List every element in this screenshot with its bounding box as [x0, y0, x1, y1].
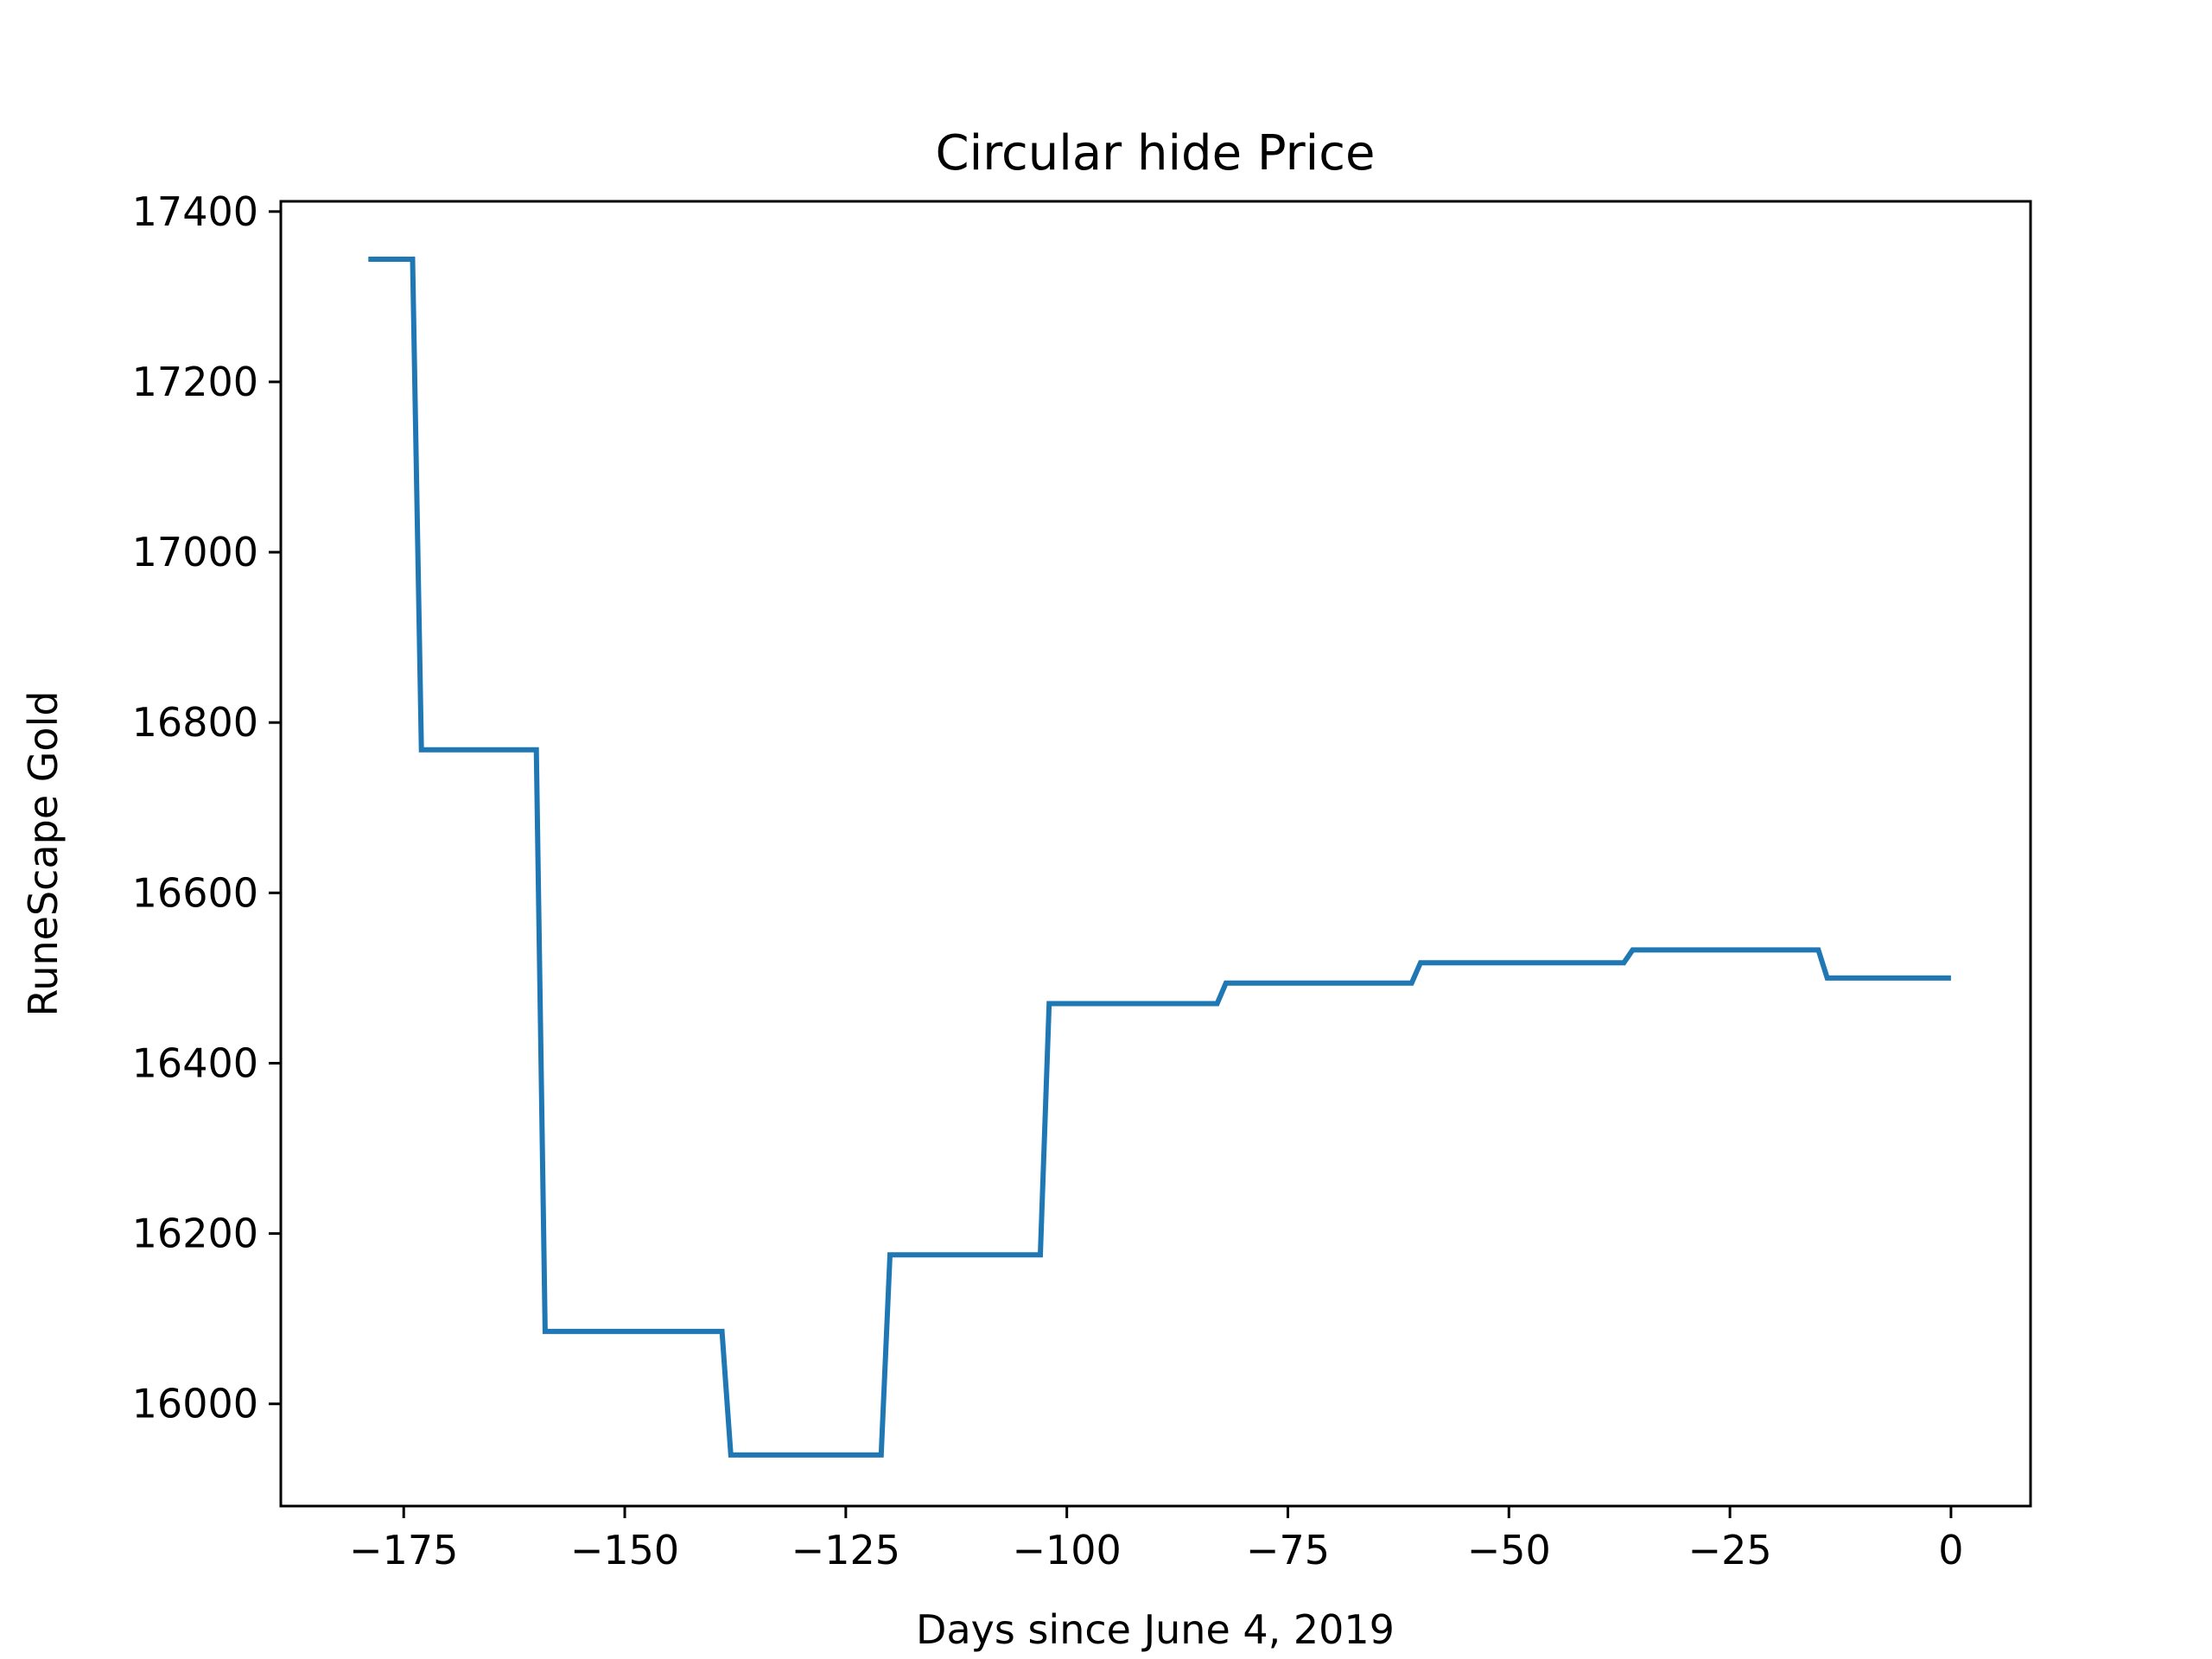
y-tick-label: 16200 [132, 1211, 258, 1257]
chart-title: Circular hide Price [936, 125, 1376, 181]
y-axis-label: RuneScape Gold [20, 690, 67, 1016]
y-tick-label: 17000 [132, 529, 258, 575]
y-tick-label: 16000 [132, 1381, 258, 1427]
x-axis-label: Days since June 4, 2019 [916, 1606, 1395, 1653]
x-tick-label: −75 [1246, 1527, 1330, 1573]
y-tick-label: 16800 [132, 699, 258, 746]
plot-lines [368, 257, 1951, 1458]
series-line-0 [368, 257, 1951, 1458]
x-tick-label: −125 [791, 1527, 900, 1573]
ticks: −175 −150 −125 −100 −75 −50 −25 0 16000 16200 1640… [132, 188, 1964, 1573]
y-tick-label: 16400 [132, 1039, 258, 1086]
x-tick-label: −50 [1467, 1527, 1551, 1573]
y-tick-label: 16600 [132, 869, 258, 916]
x-tick-label: −175 [349, 1527, 458, 1573]
x-tick-label: 0 [1938, 1527, 1963, 1573]
plot-frame [279, 200, 2032, 1508]
x-tick-label: −150 [570, 1527, 679, 1573]
x-tick-label: −25 [1688, 1527, 1772, 1573]
y-tick-label: 17400 [132, 188, 258, 235]
y-tick-label: 17200 [132, 359, 258, 405]
x-tick-label: −100 [1012, 1527, 1121, 1573]
